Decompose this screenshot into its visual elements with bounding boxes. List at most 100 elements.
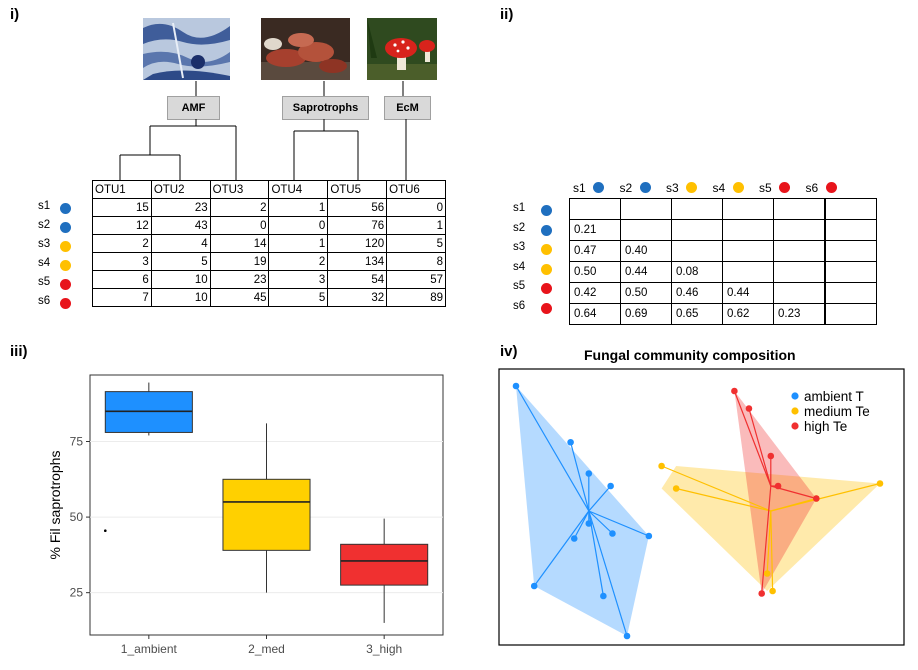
hull-ambient-t [516,386,649,636]
distance-column-header: s6 [805,181,819,195]
sample-color-dot [60,260,71,271]
distance-cell [722,261,774,283]
sample-color-dot [541,244,552,255]
distance-cell [671,198,723,220]
otu-cell: 32 [327,288,388,307]
otu-cell: 89 [386,288,446,307]
sample-point [769,587,776,595]
distance-row-label: s3 [513,241,526,253]
y-axis-label: % Fil saprotrophs [47,451,63,560]
boxplot-chart: 25 50 75 1_ambient 2_med 3_high % Fil saprot… [47,374,444,656]
otu-cell: 5 [150,252,211,271]
otu-cell: 23 [150,198,211,217]
box-3_high [340,543,429,586]
sample-color-dot [639,182,651,193]
x-tick-label: 3_high [366,642,402,656]
distance-row-label: s1 [513,202,526,214]
sample-point [745,405,753,412]
otu-row-label: s4 [38,257,51,269]
otu-cell: 12 [92,216,152,235]
otu-cell: 14 [209,234,270,253]
otu-row-label: s2 [38,219,51,231]
otu-table-row: 15 23 2 1 56 0 [92,198,446,217]
distance-table-row: 0.50 0.44 0.08 [569,261,877,283]
distance-cell [824,261,877,283]
distance-cell: 0.42 [569,282,621,304]
distance-cell [824,219,877,241]
otu-cell: 2 [209,198,270,217]
otu-cell: 19 [209,252,270,271]
distance-cell [824,282,877,304]
distance-cell [773,282,826,304]
group-ecm: EcM [384,96,431,120]
distance-cell [773,198,826,220]
otu-row-label: s3 [38,238,51,250]
otu-cell: 15 [92,198,152,217]
otu-cell: 4 [150,234,211,253]
otu-cell: 134 [327,252,388,271]
sample-point [758,590,765,597]
distance-cell [671,240,723,262]
sample-point [512,382,520,390]
spider-line [588,510,613,534]
legend-marker [791,422,799,430]
sample-point [813,495,820,502]
otu-cell: 2 [92,234,152,253]
spider-line [766,510,772,574]
distance-cell [722,219,774,241]
y-tick-label: 75 [70,435,84,449]
sample-point [607,482,614,490]
legend-label: high Te [804,419,847,434]
panel-label-iii: iii) [10,343,28,360]
otu-column-header: OTU3 [209,180,270,199]
otu-cell: 56 [327,198,388,217]
ordination-frame [498,368,905,646]
otu-cell: 0 [386,198,446,217]
otu-cell: 1 [268,234,329,253]
distance-cell [620,219,672,241]
distance-cell: 0.44 [722,282,774,304]
ecm-mushroom-photo [367,18,437,80]
distance-cell: 0.08 [671,261,723,283]
sample-color-dot [541,302,552,314]
distance-column-header: s4 [712,181,726,195]
legend-label: ambient T [804,389,864,404]
spider-line [588,510,628,637]
distance-cell: 0.44 [620,261,672,283]
sample-color-dot [60,241,71,252]
otu-cell: 57 [386,270,446,289]
sample-point [567,438,574,446]
distance-cell [569,198,621,220]
otu-table: OTU1 OTU2 OTU3 OTU4 OTU5 OTU6 15 23 2 1 56 0 12 43 0 0… [92,180,446,307]
otu-cell: 0 [268,216,329,235]
distance-column-header: s1 [573,181,586,195]
otu-column-header: OTU1 [92,180,152,199]
sample-color-dot [60,279,71,290]
spider-line [588,485,612,512]
otu-cell: 10 [150,270,211,289]
otu-cell: 120 [327,234,388,253]
sample-point [731,387,738,395]
distance-table: 0.21 0.47 0.40 0.50 0.44 0.08 0.42 0.50 0.46 0.44… [569,198,877,325]
x-tick-label: 1_ambient [121,642,178,656]
distance-cell: 0.50 [620,282,672,304]
sample-point [763,570,771,577]
legend-marker [791,392,799,400]
otu-column-header: OTU5 [327,180,388,199]
sample-point [876,480,884,487]
distance-cell [824,303,877,325]
sample-color-dot [593,182,604,193]
spider-line [570,442,590,512]
sample-color-dot [779,182,790,193]
distance-cell: 0.65 [671,303,723,325]
otu-cell: 1 [386,216,446,235]
otu-cell: 23 [209,270,270,289]
x-tick-label: 2_med [248,642,285,656]
sample-color-dot [60,203,71,214]
distance-cell [824,198,877,220]
sample-point [600,592,607,600]
panel-label-i: i) [10,6,20,23]
otu-row-label: s5 [38,276,51,288]
otu-cell: 10 [150,288,211,307]
sample-point [658,462,665,470]
